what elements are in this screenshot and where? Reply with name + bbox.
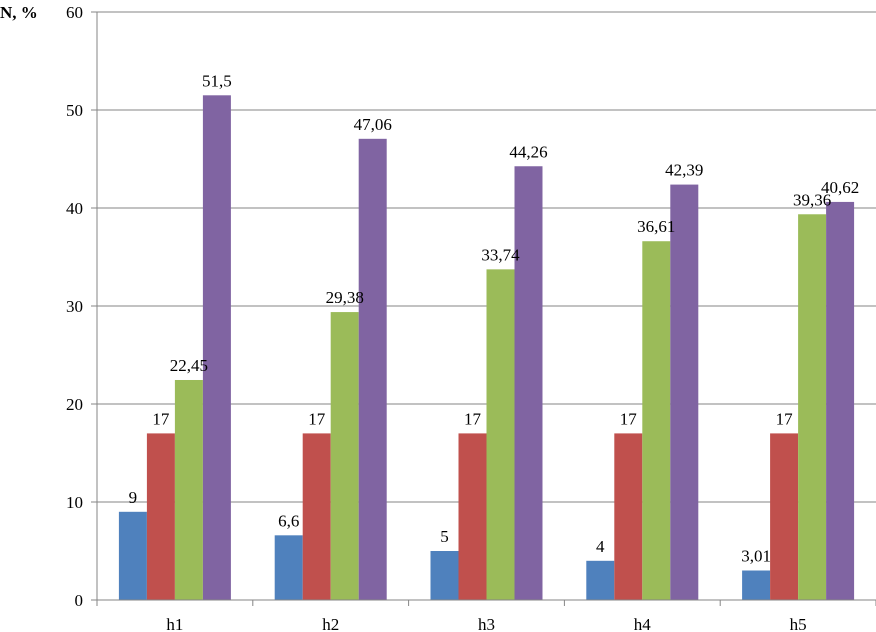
data-label: 22,45 <box>170 356 208 375</box>
bar <box>274 535 303 600</box>
data-label: 17 <box>620 409 638 428</box>
data-label: 17 <box>152 409 170 428</box>
bar <box>798 214 827 600</box>
data-label: 6,6 <box>278 511 299 530</box>
data-label: 47,06 <box>354 115 392 134</box>
data-label: 44,26 <box>509 142 547 161</box>
bar <box>118 511 147 600</box>
data-label: 36,61 <box>637 217 675 236</box>
data-label: 17 <box>308 409 326 428</box>
data-label: 17 <box>776 409 794 428</box>
data-label: 17 <box>464 409 482 428</box>
data-label: 9 <box>129 488 138 507</box>
data-label: 29,38 <box>326 288 364 307</box>
bar <box>614 433 643 600</box>
y-tick-label: 60 <box>66 3 83 22</box>
category-label: h3 <box>478 615 495 632</box>
data-labels: 9 17 22,45 51,5 6,6 17 29,38 47,06 5 17 33,74 44,26… <box>129 71 860 565</box>
y-tick-label: 20 <box>66 395 83 414</box>
category-label: h4 <box>634 615 652 632</box>
bar <box>642 241 671 601</box>
data-label: 39,36 <box>793 190 831 209</box>
y-tick-label: 50 <box>66 101 83 120</box>
data-label: 5 <box>440 527 449 546</box>
data-label: 3,01 <box>741 547 771 566</box>
data-label: 4 <box>596 537 605 556</box>
category-label: h5 <box>790 615 807 632</box>
category-label: h2 <box>322 615 339 632</box>
bar <box>302 433 331 600</box>
data-label: 33,74 <box>481 245 520 264</box>
bar <box>742 570 771 600</box>
bar <box>358 138 387 600</box>
y-tick-label: 0 <box>75 591 84 610</box>
bar <box>586 560 615 600</box>
bar <box>146 433 175 600</box>
bar <box>430 551 459 600</box>
bar <box>202 95 231 601</box>
data-label: 40,62 <box>821 178 859 197</box>
bar <box>670 184 699 600</box>
y-tick-label: 10 <box>66 493 83 512</box>
y-tick-label: 40 <box>66 199 83 218</box>
bar <box>770 433 799 600</box>
data-label: 42,39 <box>665 161 703 180</box>
bar <box>826 201 855 600</box>
y-axis-title: N, % <box>0 3 38 22</box>
bar <box>486 269 515 600</box>
y-tick-labels: 0 10 20 30 40 50 60 <box>66 3 97 610</box>
bar <box>174 379 203 600</box>
data-label: 51,5 <box>202 71 232 90</box>
category-label: h1 <box>166 615 183 632</box>
category-labels: h1 h2 h3 h4 h5 <box>96 600 876 632</box>
bar <box>514 166 543 600</box>
bars <box>118 95 855 601</box>
bar <box>458 433 487 600</box>
y-tick-label: 30 <box>66 297 83 316</box>
bar <box>330 312 359 600</box>
